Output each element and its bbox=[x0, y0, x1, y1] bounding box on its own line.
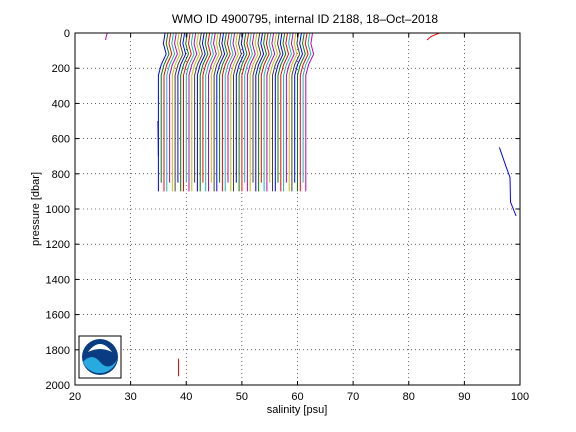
profile-line bbox=[305, 33, 315, 192]
profile-line bbox=[185, 33, 195, 183]
profile-line bbox=[263, 33, 273, 192]
profile-line bbox=[208, 33, 217, 192]
profile-line bbox=[269, 33, 279, 183]
profile-line bbox=[174, 33, 184, 192]
y-tick-label: 1200 bbox=[46, 239, 70, 251]
x-tick-label: 70 bbox=[347, 391, 359, 403]
profile-line bbox=[277, 33, 287, 183]
profile-line bbox=[177, 33, 187, 183]
profile-line bbox=[205, 33, 215, 192]
profile-line bbox=[280, 33, 290, 192]
x-tick-label: 60 bbox=[291, 391, 303, 403]
profile-line bbox=[180, 33, 190, 192]
y-tick-label: 1800 bbox=[46, 345, 70, 357]
profile-line bbox=[258, 33, 267, 192]
y-axis-ticks: 0 200 400 600 800 1000 1200 1400 1600 1800 2000 bbox=[46, 28, 520, 392]
profile-line bbox=[221, 33, 231, 192]
series-line bbox=[157, 120, 159, 157]
logo-wave bbox=[83, 357, 117, 374]
x-tick-label: 50 bbox=[236, 391, 248, 403]
grid-lines bbox=[75, 33, 520, 385]
profile-line bbox=[252, 33, 262, 183]
chart-title: WMO ID 4900795, internal ID 2188, 18–Oct… bbox=[172, 12, 438, 26]
series-line bbox=[105, 33, 108, 41]
profile-line bbox=[274, 33, 284, 192]
profile-line bbox=[283, 33, 292, 192]
x-tick-label: 90 bbox=[458, 391, 470, 403]
profile-line bbox=[199, 33, 209, 192]
x-axis-label: salinity [psu] bbox=[267, 404, 328, 416]
profile-line bbox=[238, 33, 248, 192]
plot-area bbox=[105, 33, 517, 377]
profile-line bbox=[194, 33, 203, 183]
profile-line bbox=[241, 33, 251, 192]
profile-line bbox=[163, 33, 173, 192]
noaa-logo bbox=[78, 335, 122, 379]
profile-line bbox=[291, 33, 301, 192]
y-tick-label: 0 bbox=[64, 28, 70, 40]
y-tick-label: 1600 bbox=[46, 310, 70, 322]
y-tick-label: 800 bbox=[52, 169, 70, 181]
y-tick-label: 1000 bbox=[46, 204, 70, 216]
profile-line bbox=[166, 33, 176, 192]
x-tick-label: 40 bbox=[180, 391, 192, 403]
profile-line bbox=[246, 33, 256, 192]
y-tick-label: 1400 bbox=[46, 274, 70, 286]
profile-line bbox=[244, 33, 253, 183]
profile-line bbox=[188, 33, 198, 192]
profile-series bbox=[105, 33, 517, 377]
x-axis-ticks: 20 30 40 50 60 70 80 90 100 bbox=[69, 33, 529, 403]
y-tick-label: 200 bbox=[52, 63, 70, 75]
profile-line bbox=[219, 33, 228, 183]
series-line bbox=[426, 33, 440, 41]
profile-line bbox=[255, 33, 265, 192]
profile-line bbox=[183, 33, 192, 192]
profile-line bbox=[235, 33, 245, 183]
y-axis-label: pressure [dbar] bbox=[30, 172, 42, 246]
profile-line bbox=[233, 33, 242, 192]
y-tick-label: 2000 bbox=[46, 380, 70, 392]
y-tick-label: 400 bbox=[52, 98, 70, 110]
profile-line bbox=[169, 33, 178, 183]
profile-line bbox=[210, 33, 220, 183]
profile-line bbox=[202, 33, 212, 183]
profile-line bbox=[285, 33, 295, 183]
x-tick-label: 30 bbox=[125, 391, 137, 403]
profile-line bbox=[224, 33, 234, 192]
profile-line bbox=[196, 33, 206, 192]
profile-line bbox=[216, 33, 226, 192]
x-tick-label: 20 bbox=[69, 391, 81, 403]
profile-line bbox=[157, 33, 167, 192]
profile-line bbox=[302, 33, 312, 183]
series-line bbox=[498, 147, 517, 217]
profile-line bbox=[299, 33, 309, 192]
y-tick-label: 600 bbox=[52, 134, 70, 146]
profile-line bbox=[230, 33, 240, 192]
profile-line bbox=[160, 33, 170, 183]
profile-line bbox=[297, 33, 306, 192]
profile-line bbox=[266, 33, 276, 192]
profile-bundle bbox=[157, 33, 315, 192]
x-tick-label: 100 bbox=[511, 391, 529, 403]
x-tick-label: 80 bbox=[403, 391, 415, 403]
profile-line bbox=[288, 33, 298, 192]
profile-line bbox=[227, 33, 237, 183]
profile-line bbox=[191, 33, 201, 192]
profile-line bbox=[213, 33, 223, 192]
logo-gull bbox=[88, 344, 112, 352]
profile-line bbox=[249, 33, 259, 192]
profile-line bbox=[260, 33, 270, 183]
profile-line bbox=[171, 33, 181, 192]
profile-line bbox=[294, 33, 304, 183]
profile-line bbox=[272, 33, 281, 192]
